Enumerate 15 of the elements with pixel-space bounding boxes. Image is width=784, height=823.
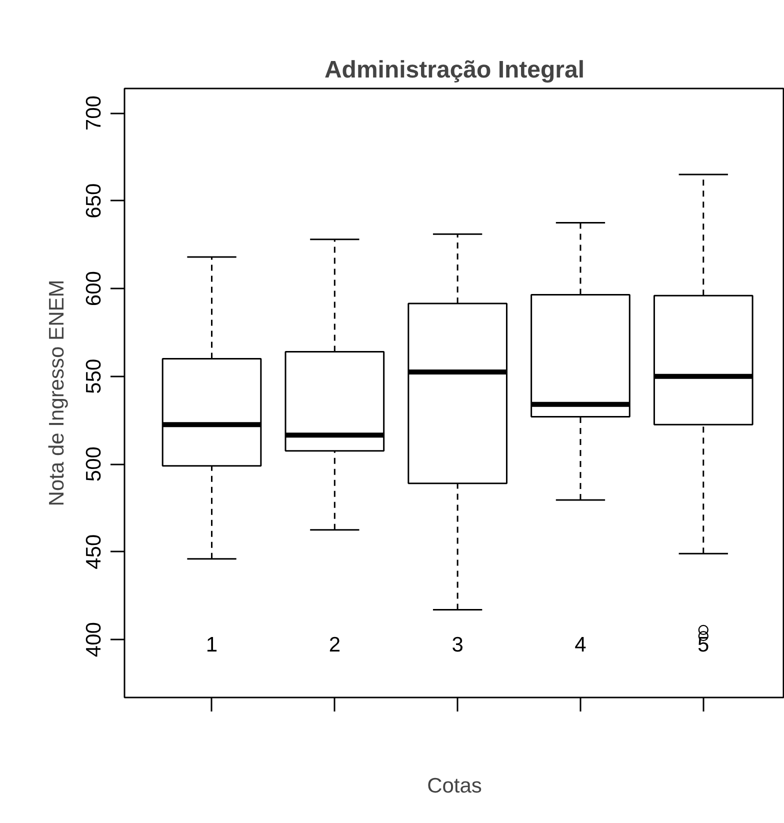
- x-axis-title: Cotas: [427, 774, 482, 798]
- y-tick-label: 450: [82, 534, 106, 570]
- y-tick-label: 650: [82, 183, 106, 218]
- y-tick-label: 600: [82, 271, 106, 306]
- y-tick-label: 400: [82, 622, 106, 658]
- chart-title: Administração Integral: [324, 56, 585, 84]
- x-tick-label: 3: [452, 634, 464, 656]
- x-tick-label: 1: [206, 634, 218, 656]
- y-tick-label: 700: [82, 96, 106, 131]
- x-tick-label: 4: [574, 634, 587, 656]
- y-tick-label: 550: [82, 358, 106, 394]
- y-tick-label: 500: [82, 446, 106, 482]
- y-axis-title: Nota de Ingresso ENEM: [46, 280, 68, 506]
- x-tick-label: 5: [698, 634, 710, 656]
- x-tick-label: 2: [328, 634, 341, 656]
